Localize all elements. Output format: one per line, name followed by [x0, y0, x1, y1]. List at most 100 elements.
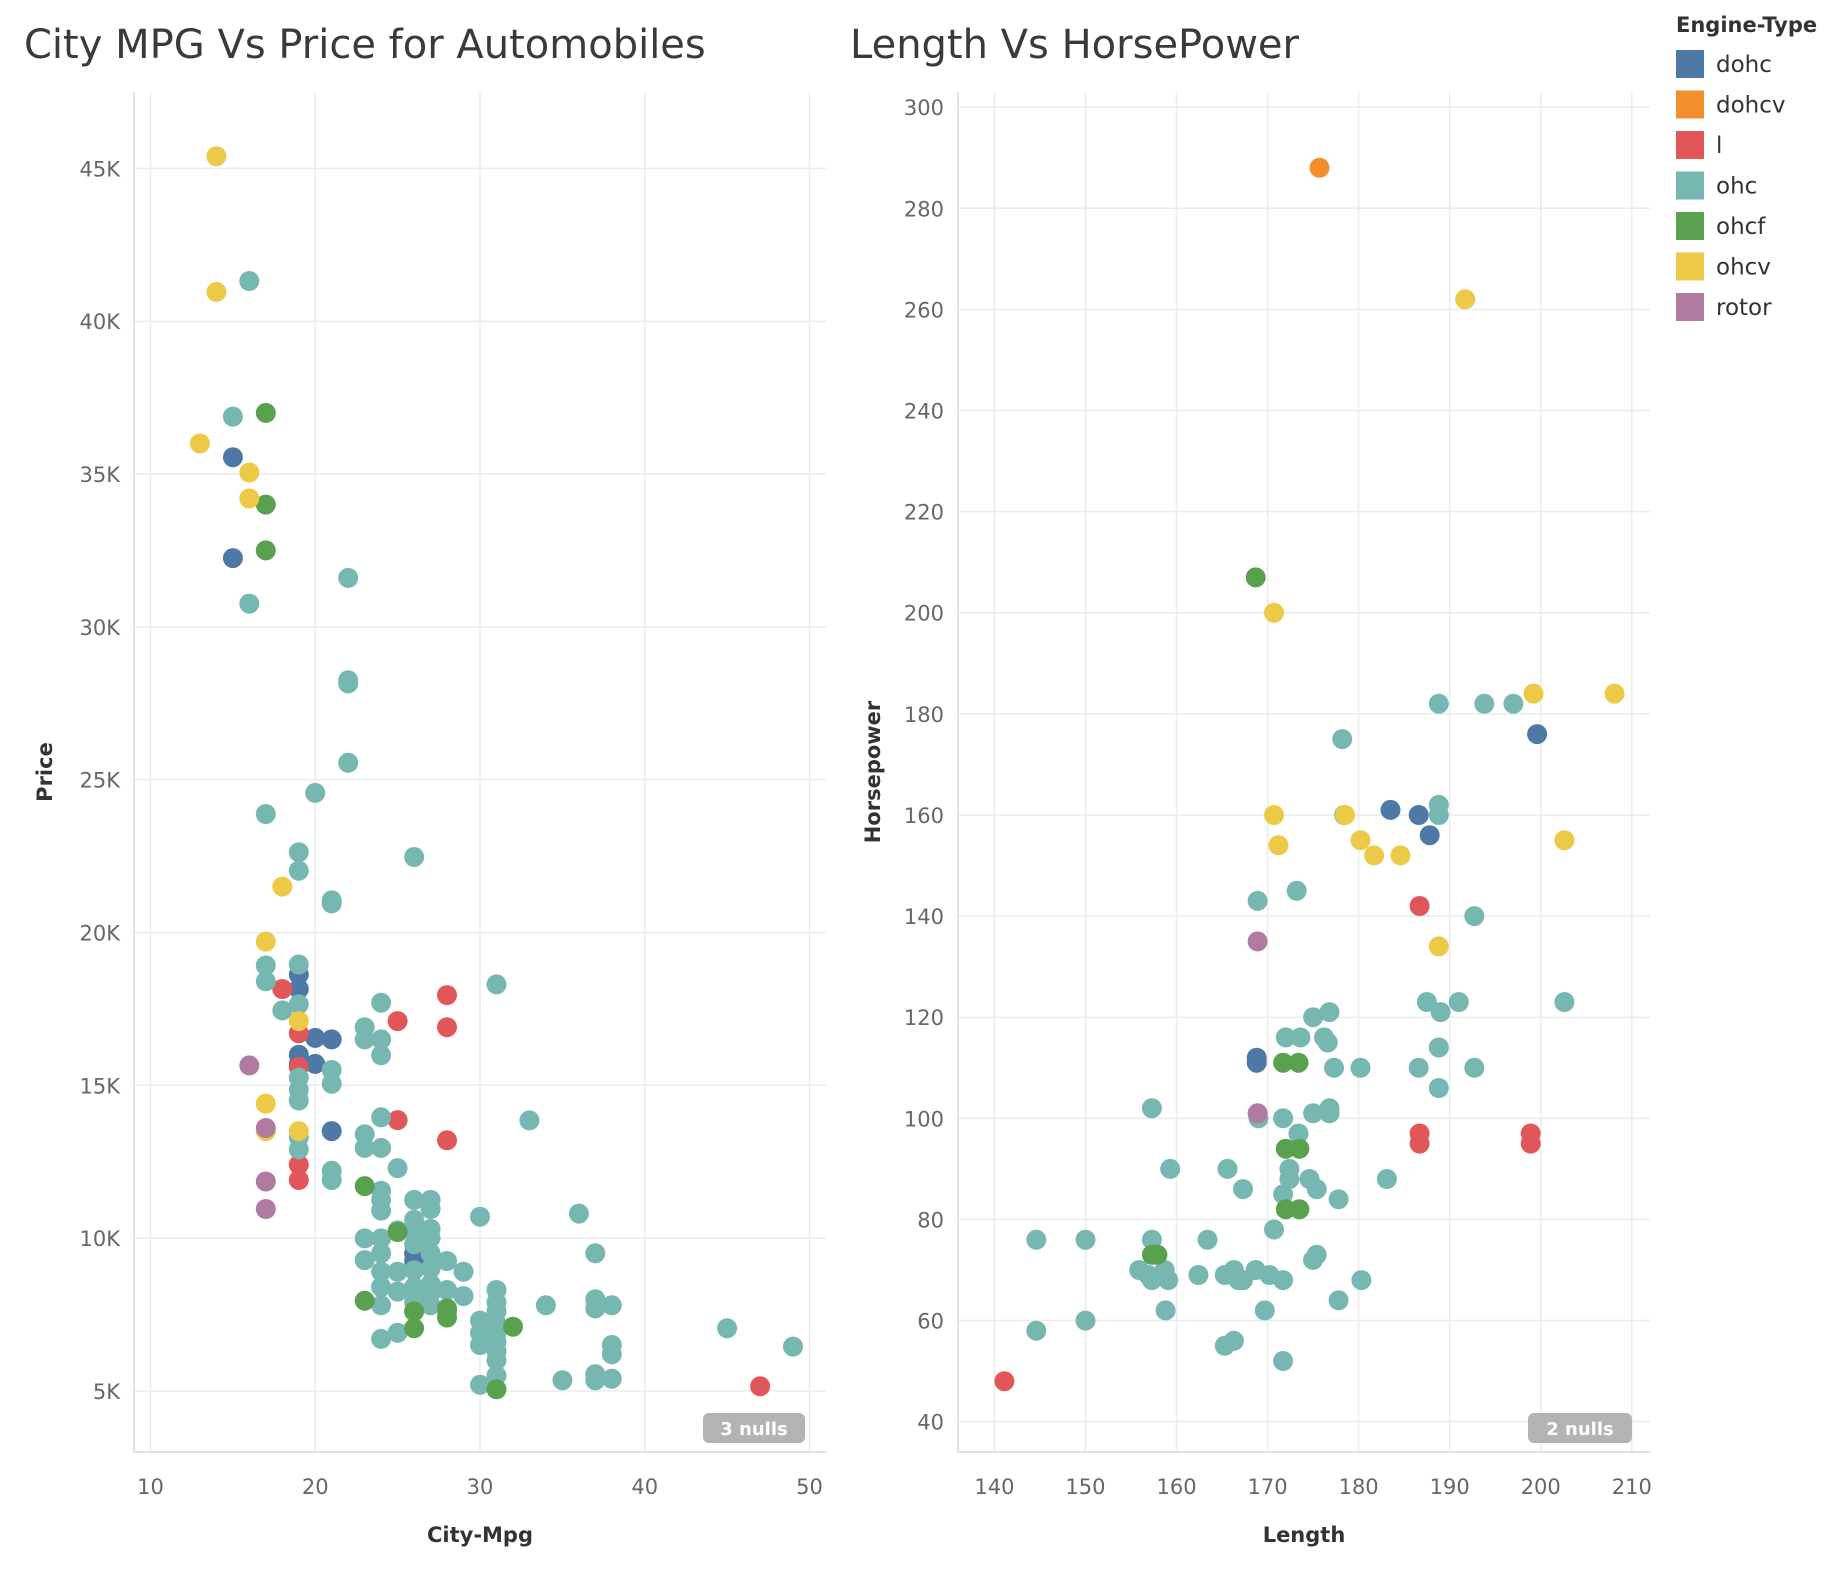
legend-label-ohc[interactable]: ohc — [1716, 174, 1757, 200]
data-point-ohc — [601, 1344, 622, 1365]
data-point-dohc — [288, 979, 309, 999]
data-point-ohc — [387, 1281, 408, 1302]
data-point-ohc — [387, 1261, 408, 1282]
data-point-ohc — [519, 1110, 540, 1131]
data-point-dohc — [1527, 724, 1548, 745]
data-point-ohc — [717, 1318, 738, 1339]
x-tick-label: 150 — [1065, 1475, 1105, 1499]
data-point-dohc — [1246, 1052, 1267, 1073]
y-tick-label: 300 — [904, 96, 944, 120]
y-tick-label: 240 — [904, 400, 944, 424]
data-point-ohcv — [1335, 805, 1355, 825]
data-point-ohc — [1416, 992, 1437, 1012]
y-tick-label: 25K — [80, 769, 122, 793]
data-point-ohc — [1428, 693, 1449, 714]
data-point-ohcf — [1273, 1052, 1294, 1073]
data-point-ohc — [371, 1277, 392, 1297]
legend-label-ohcv[interactable]: ohcv — [1716, 255, 1771, 281]
x-axis-label: Length — [1263, 1523, 1346, 1547]
x-tick-label: 200 — [1521, 1475, 1561, 1499]
data-point-ohc — [486, 974, 507, 995]
data-point-ohc — [585, 1243, 606, 1264]
data-point-ohcf — [1147, 1244, 1168, 1265]
y-tick-label: 100 — [904, 1107, 944, 1131]
data-point-ohc — [1324, 1057, 1344, 1078]
legend-label-l[interactable]: l — [1716, 133, 1722, 159]
legend-label-ohcf[interactable]: ohcf — [1716, 214, 1766, 240]
nulls-badge[interactable] — [1528, 1413, 1632, 1443]
nulls-badge[interactable] — [703, 1413, 805, 1443]
nulls-badge-label[interactable]: 2 nulls — [1546, 1419, 1613, 1440]
data-point-ohc — [288, 860, 309, 881]
data-point-ohc — [1351, 1270, 1372, 1291]
data-point-ohc — [1408, 1057, 1429, 1078]
x-tick-label: 210 — [1612, 1475, 1652, 1499]
data-point-ohc — [1026, 1320, 1047, 1341]
data-point-ohc — [1430, 1002, 1451, 1023]
data-point-ohc — [1350, 1057, 1371, 1078]
data-point-ohc — [470, 1374, 490, 1395]
data-point-ohc — [1158, 1270, 1179, 1291]
x-axis-label: City-Mpg — [427, 1523, 533, 1547]
legend-swatch-ohc[interactable] — [1676, 171, 1704, 200]
data-point-ohcf — [354, 1176, 375, 1197]
data-point-ohc — [404, 847, 425, 867]
legend-swatch-l[interactable] — [1676, 131, 1704, 159]
y-tick-label: 20K — [80, 921, 122, 945]
chart-title: City MPG Vs Price for Automobiles — [24, 22, 706, 68]
data-point-dohcv — [1309, 157, 1330, 178]
data-point-ohc — [321, 1170, 342, 1190]
data-point-ohcv — [272, 876, 293, 897]
legend-swatch-dohcv[interactable] — [1676, 90, 1704, 119]
data-point-ohc — [453, 1261, 474, 1282]
data-point-ohc — [1264, 1219, 1284, 1240]
data-point-ohc — [305, 782, 326, 803]
data-point-ohc — [1428, 1037, 1449, 1058]
y-tick-label: 140 — [904, 905, 944, 929]
y-tick-label: 40 — [917, 1411, 944, 1435]
data-point-ohc — [1503, 693, 1524, 714]
data-point-ohc — [288, 994, 309, 1015]
legend-label-rotor[interactable]: rotor — [1716, 295, 1772, 321]
y-axis-label: Horsepower — [861, 700, 885, 843]
y-tick-label: 280 — [904, 197, 944, 221]
data-point-dohc — [222, 548, 243, 569]
data-point-ohc — [1376, 1169, 1397, 1189]
data-point-ohc — [354, 1228, 375, 1249]
legend-swatch-dohc[interactable] — [1676, 50, 1704, 78]
data-point-ohc — [1155, 1300, 1176, 1321]
x-tick-label: 40 — [631, 1475, 658, 1499]
data-point-ohcf — [503, 1316, 523, 1337]
chart-title: Length Vs HorsePower — [850, 22, 1300, 68]
data-point-l — [437, 1017, 457, 1038]
data-point-ohcv — [1364, 845, 1385, 866]
legend-swatch-rotor[interactable] — [1676, 293, 1704, 321]
data-point-ohc — [387, 1158, 408, 1179]
x-tick-label: 180 — [1339, 1475, 1379, 1499]
legend-label-dohc[interactable]: dohc — [1716, 52, 1772, 78]
data-point-ohc — [404, 1234, 425, 1255]
legend-swatch-ohcv[interactable] — [1676, 252, 1704, 281]
data-point-ohc — [1306, 1179, 1327, 1200]
data-point-ohc — [239, 271, 260, 291]
data-point-ohc — [1275, 1027, 1296, 1048]
data-point-ohcf — [404, 1318, 425, 1339]
data-point-ohc — [783, 1336, 803, 1357]
data-point-ohcv — [288, 1121, 309, 1142]
data-point-ohc — [470, 1206, 490, 1227]
data-point-ohc — [371, 1200, 392, 1221]
data-point-ohc — [1328, 1189, 1349, 1210]
data-point-ohc — [222, 406, 243, 427]
data-point-ohc — [321, 1073, 342, 1094]
data-point-ohc — [1223, 1330, 1244, 1351]
nulls-badge-label[interactable]: 3 nulls — [720, 1419, 787, 1440]
data-point-ohc — [288, 954, 309, 975]
legend-label-dohcv[interactable]: dohcv — [1716, 93, 1786, 119]
data-point-dohc — [1408, 805, 1429, 825]
legend-swatch-ohcf[interactable] — [1676, 212, 1704, 240]
data-point-ohcv — [255, 1093, 276, 1114]
x-tick-label: 170 — [1248, 1475, 1288, 1499]
data-point-ohc — [1026, 1229, 1047, 1250]
data-point-ohcv — [239, 462, 260, 483]
data-point-dohc — [305, 1053, 326, 1074]
